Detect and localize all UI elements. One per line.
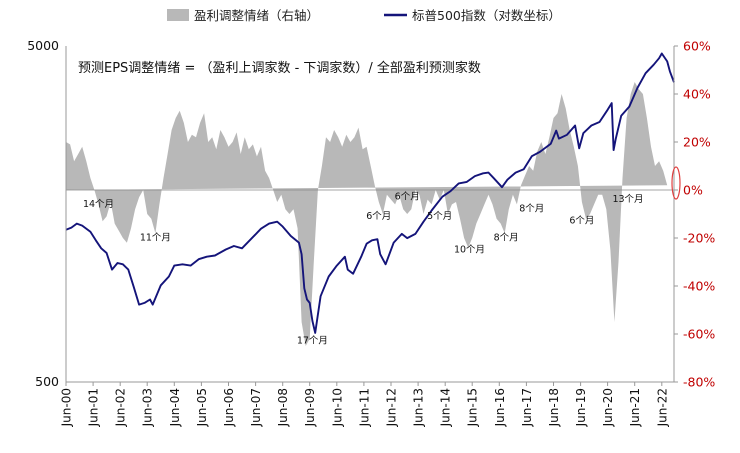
left-tick-label: 5000	[27, 38, 59, 53]
period-label: 14个月	[83, 199, 114, 210]
x-tick-label: Jun-21	[628, 388, 642, 427]
x-tick-label: Jun-12	[385, 388, 399, 427]
plot-frame	[65, 46, 675, 383]
left-tick-label: 500	[35, 374, 59, 389]
x-tick-label: Jun-10	[330, 388, 344, 427]
period-label: 17个月	[297, 336, 328, 347]
sp500-line	[65, 52, 675, 334]
right-tick-label: 40%	[683, 87, 711, 102]
right-axis-ticks: 60% 40% 20% 0% -20% -40% -60% -80%	[674, 39, 715, 390]
right-tick-label: 0%	[683, 183, 703, 198]
x-tick-label: Jun-20	[601, 388, 615, 427]
x-tick-label: Jun-15	[466, 388, 480, 427]
x-tick-label: Jun-11	[357, 388, 371, 427]
period-label: 8个月	[519, 204, 544, 215]
right-tick-label: 20%	[683, 135, 711, 150]
x-tick-label: Jun-19	[574, 388, 588, 427]
x-tick-label: Jun-00	[60, 388, 74, 427]
period-label: 10个月	[454, 244, 485, 255]
legend: 盈利调整情绪（右轴） 标普500指数（对数坐标）	[167, 8, 561, 23]
period-label: 5个月	[427, 211, 452, 222]
legend-swatch-eps-revision	[167, 9, 189, 21]
x-tick-label: Jun-02	[114, 388, 128, 427]
x-tick-label: Jun-04	[168, 388, 182, 427]
x-tick-label: Jun-08	[276, 388, 290, 427]
x-tick-label: Jun-05	[195, 388, 209, 427]
x-tick-label: Jun-17	[520, 388, 534, 427]
x-tick-label: Jun-07	[249, 388, 263, 427]
right-tick-label: -20%	[683, 231, 715, 246]
x-tick-label: Jun-14	[439, 388, 453, 427]
formula-annotation: 预测EPS调整情绪 = （盈利上调家数 - 下调家数）/ 全部盈利预测家数	[78, 60, 481, 76]
right-tick-label: -60%	[683, 327, 715, 342]
period-label: 11个月	[140, 232, 171, 243]
period-label: 6个月	[569, 216, 594, 227]
x-tick-label: Jun-22	[655, 388, 669, 427]
recent-highlight-ellipse	[671, 166, 681, 200]
legend-label-eps-revision: 盈利调整情绪（右轴）	[194, 8, 319, 23]
x-axis-ticks: Jun-00 Jun-01 Jun-02 Jun-03 Jun-04 Jun-05 Jun-…	[60, 382, 669, 427]
x-tick-label: Jun-09	[303, 388, 317, 427]
x-tick-label: Jun-03	[141, 388, 155, 427]
right-tick-label: 60%	[683, 39, 711, 54]
period-label: 6个月	[366, 211, 391, 222]
period-label: 8个月	[494, 232, 519, 243]
period-label: 6个月	[395, 192, 420, 203]
right-tick-label: -80%	[683, 375, 715, 390]
right-tick-label: -40%	[683, 279, 715, 294]
period-label: 13个月	[612, 194, 643, 205]
x-tick-label: Jun-01	[87, 388, 101, 427]
period-labels: 14个月 11个月 17个月 6个月 6个月 5个月 10个月 8个月 8个月 6个月 13个月	[83, 192, 644, 347]
sp500-line-layer	[65, 52, 675, 334]
x-tick-label: Jun-18	[547, 388, 561, 427]
x-tick-label: Jun-16	[493, 388, 507, 427]
x-tick-label: Jun-06	[222, 388, 236, 427]
x-tick-label: Jun-13	[412, 388, 426, 427]
legend-label-sp500: 标普500指数（对数坐标）	[412, 8, 561, 23]
